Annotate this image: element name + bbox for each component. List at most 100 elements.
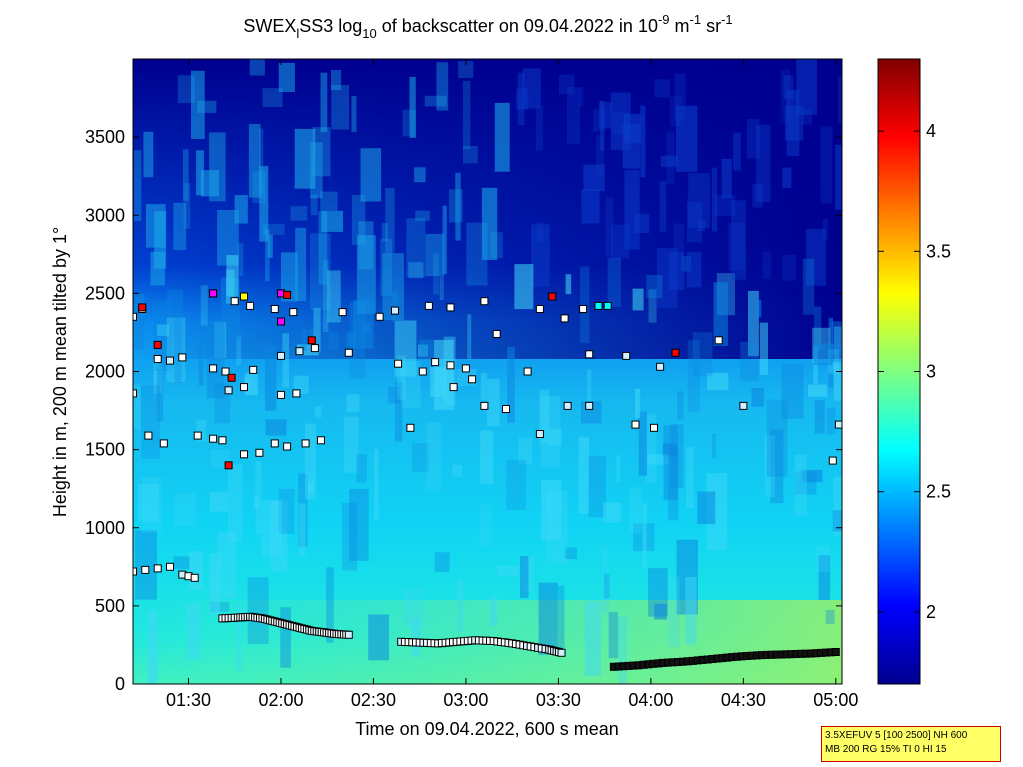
texture-streak	[462, 80, 471, 150]
layer-2000	[153, 330, 723, 376]
texture-streak	[667, 576, 680, 648]
cloud-marker	[277, 351, 285, 360]
texture-streak	[433, 253, 440, 295]
cloud-marker	[739, 401, 748, 410]
texture-streak	[313, 308, 321, 353]
cloud-marker	[153, 355, 162, 363]
texture-streak	[813, 347, 818, 385]
texture-streak	[764, 435, 775, 498]
texture-streak	[166, 317, 186, 382]
layer-1800	[133, 375, 748, 413]
texture-streak	[668, 448, 679, 521]
texture-streak	[328, 332, 339, 350]
cloud-marker	[622, 351, 631, 360]
texture-streak	[670, 424, 684, 488]
texture-streak	[153, 359, 163, 394]
texture-streak	[310, 194, 318, 216]
y-tick-label: 1000	[85, 518, 125, 538]
texture-streak	[270, 500, 288, 572]
texture-streak	[346, 394, 360, 413]
texture-streak	[733, 132, 741, 171]
texture-streak	[294, 128, 316, 189]
texture-streak	[312, 127, 331, 177]
texture-streak	[698, 220, 705, 231]
texture-streak	[265, 229, 270, 282]
texture-streak	[353, 299, 374, 349]
texture-streak	[304, 423, 316, 500]
texture-streak	[617, 616, 628, 684]
texture-streak	[677, 391, 684, 420]
texture-streak	[759, 322, 768, 375]
cloud-markers	[133, 289, 842, 671]
texture-streak	[295, 227, 307, 302]
texture-streak	[826, 407, 836, 435]
texture-streak	[349, 488, 369, 561]
texture-streak	[531, 224, 550, 287]
cloud-marker	[502, 405, 510, 413]
cloud-marker	[831, 648, 840, 656]
texture-streak	[487, 378, 500, 427]
cloud-marker-coloured	[594, 301, 603, 310]
cloud-marker	[292, 389, 301, 398]
texture-streak	[580, 266, 590, 343]
texture-streak	[245, 372, 258, 396]
texture-streak	[234, 195, 248, 224]
cloud-marker	[295, 347, 304, 356]
texture-streak	[174, 313, 182, 383]
cloud-marker	[535, 430, 544, 438]
texture-streak	[436, 62, 449, 111]
texture-streak	[278, 489, 295, 534]
texture-streak	[603, 502, 621, 523]
texture-streak	[404, 588, 423, 628]
texture-streak	[424, 95, 447, 107]
texture-streak	[480, 430, 494, 484]
texture-streak	[536, 222, 544, 243]
cloud-marker-coloured	[240, 292, 248, 301]
cloud-marker-coloured	[209, 289, 218, 298]
texture-streak	[400, 361, 421, 409]
texture-streak	[296, 344, 319, 356]
cloud-marker-coloured	[138, 303, 147, 312]
texture-streak	[236, 335, 242, 366]
texture-streak	[548, 429, 562, 446]
texture-streak	[635, 388, 641, 418]
texture-streak	[341, 502, 358, 571]
cloud-marker	[535, 305, 544, 313]
texture-streak	[638, 411, 647, 476]
texture-streak	[358, 221, 374, 270]
cloud-marker	[468, 375, 477, 384]
texture-streak	[343, 416, 359, 473]
texture-streak	[320, 191, 338, 211]
texture-streak	[315, 405, 322, 418]
cloud-marker	[133, 389, 137, 398]
cloud-marker	[221, 367, 230, 376]
texture-streak	[409, 76, 416, 138]
texture-streak	[134, 150, 142, 222]
texture-streak	[822, 218, 829, 240]
texture-streak	[578, 436, 589, 514]
texture-streak	[603, 573, 610, 599]
cloud-marker-coloured	[548, 292, 557, 301]
texture-streak	[536, 106, 543, 151]
texture-streak	[466, 222, 488, 286]
texture-streak	[323, 260, 329, 332]
texture-streak	[814, 400, 825, 434]
texture-streak	[265, 419, 287, 436]
texture-streak	[782, 167, 792, 189]
texture-streak	[380, 238, 392, 296]
texture-streak	[209, 553, 220, 615]
cloud-marker	[560, 314, 569, 323]
texture-streak	[363, 323, 370, 334]
texture-streak	[214, 321, 227, 359]
x-tick-label: 03:00	[443, 690, 488, 710]
texture-streak	[755, 124, 771, 203]
x-tick-label: 04:30	[721, 690, 766, 710]
texture-streak	[154, 300, 173, 371]
texture-streak	[174, 493, 196, 527]
texture-streak	[507, 347, 515, 423]
x-axis: 01:30 02:00 02:30 03:00 03:30 04:00 04:30 05:00	[166, 59, 858, 710]
cloud-marker	[270, 439, 279, 448]
y-tick-label: 0	[115, 674, 125, 694]
cloud-marker	[209, 434, 218, 443]
texture-streak	[686, 252, 702, 288]
